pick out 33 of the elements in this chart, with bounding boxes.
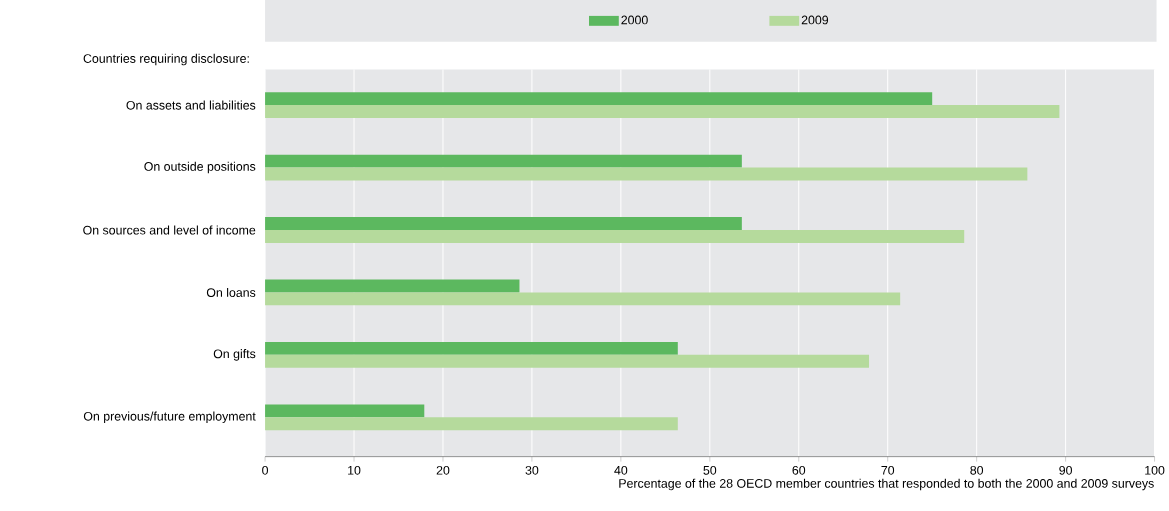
y-tick-label: On assets and liabilities — [126, 100, 256, 110]
bar — [265, 417, 678, 431]
bar — [265, 279, 520, 293]
bar — [265, 154, 742, 168]
x-tick-label: 60 — [792, 465, 806, 475]
bar — [265, 354, 870, 368]
bar — [265, 292, 901, 306]
y-tick-label: On sources and level of income — [83, 225, 256, 235]
y-tick-label: On outside positions — [144, 161, 256, 174]
x-tick-label: 10 — [348, 465, 361, 475]
bar — [265, 341, 678, 355]
y-tick-label: On previous/future employment — [83, 411, 256, 423]
bar — [265, 216, 742, 230]
x-tick-label: 0 — [262, 465, 269, 475]
y-tick-label: On gifts — [213, 348, 256, 361]
x-tick-label: 40 — [614, 465, 628, 475]
legend-label: 2000 — [621, 15, 648, 25]
x-tick-label: 20 — [436, 465, 450, 475]
x-tick-label: 80 — [970, 465, 984, 475]
x-tick-label: 100 — [1145, 465, 1165, 475]
bar — [265, 92, 933, 105]
bar — [265, 404, 425, 418]
x-tick-label: 50 — [703, 465, 717, 475]
y-tick-label: On loans — [206, 287, 256, 297]
x-axis-title: Percentage of the 28 OECD member countries that responded to both the 2000 and 2009 surveys — [619, 478, 1154, 491]
x-tick-label: 90 — [1059, 465, 1072, 475]
bar — [265, 167, 1028, 181]
x-tick-label: 70 — [881, 465, 895, 475]
text: Countries requiring disclosure: — [83, 53, 249, 66]
legend-label: 2009 — [801, 15, 829, 25]
bar — [265, 104, 1060, 118]
bar — [265, 229, 965, 243]
x-tick-label: 30 — [525, 465, 539, 475]
